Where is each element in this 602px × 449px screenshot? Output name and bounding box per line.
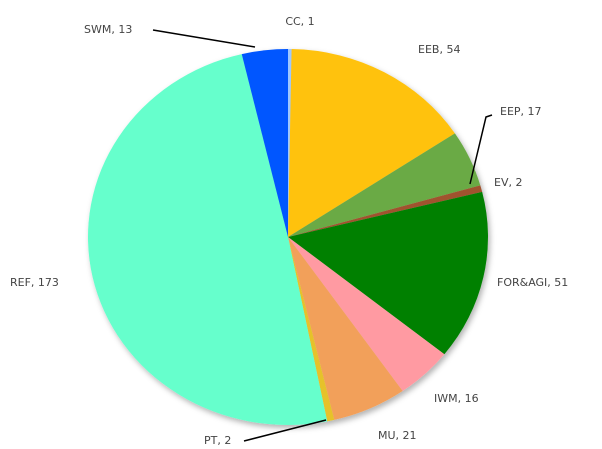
leader-line	[469, 114, 493, 185]
pie	[87, 49, 488, 426]
slice-label: EV, 2	[494, 176, 522, 189]
slice-label: CC, 1	[285, 15, 314, 28]
slice-label: IWM, 16	[434, 392, 479, 405]
pie-slice	[288, 49, 292, 237]
slice-label: EEB, 54	[418, 43, 460, 56]
slice-label: MU, 21	[378, 429, 417, 442]
slice-label: FOR&AGI, 51	[497, 276, 568, 289]
pie-slice	[288, 185, 483, 237]
slice-label: REF, 173	[10, 276, 59, 289]
pie-slice	[288, 49, 455, 238]
pie-slice	[288, 237, 335, 422]
slice-label: SWM, 13	[84, 23, 132, 36]
leader-line	[243, 419, 327, 442]
pie-slice	[288, 191, 488, 355]
slice-label: EEP, 17	[500, 105, 542, 118]
leaders	[152, 29, 493, 442]
leader-line	[152, 29, 256, 48]
pie-slice	[87, 54, 328, 426]
pie-slice	[288, 237, 445, 392]
pie-slice	[241, 49, 288, 237]
pie-slice	[288, 237, 403, 420]
pie-slice	[288, 133, 481, 237]
slice-label: PT, 2	[204, 434, 231, 447]
